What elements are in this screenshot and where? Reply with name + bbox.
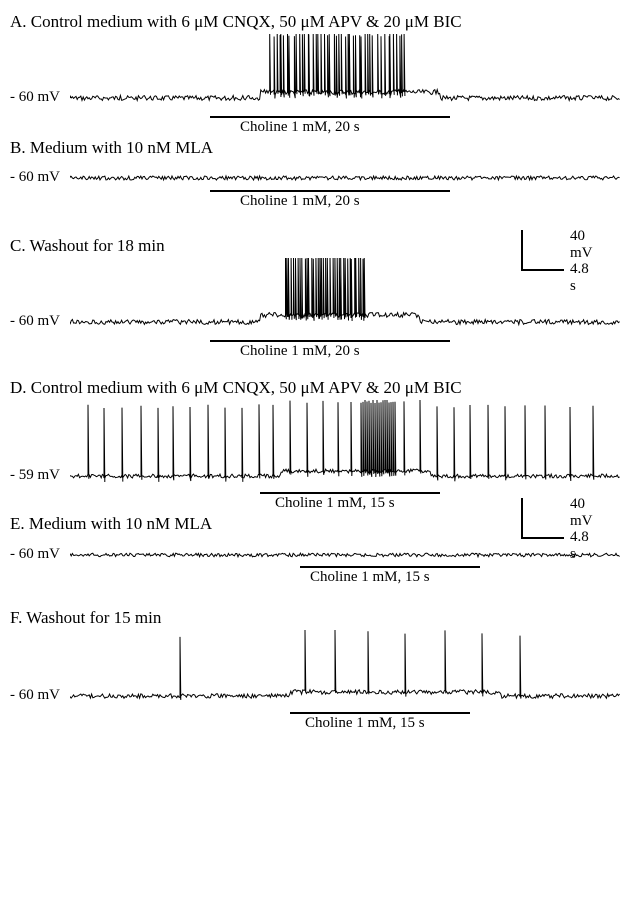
scale-voltage: 40 mV xyxy=(570,228,593,261)
panel-d-title: D. Control medium with 6 μM CNQX, 50 μM … xyxy=(10,378,632,398)
panel-f-stimbar xyxy=(290,712,470,714)
panel-e-stimbar xyxy=(300,566,480,568)
panel-d: D. Control medium with 6 μM CNQX, 50 μM … xyxy=(10,378,632,500)
scale-time: 4.8 s xyxy=(570,529,589,562)
panel-c-stimlabel: Choline 1 mM, 20 s xyxy=(240,343,360,360)
panel-c-stimbar xyxy=(210,340,450,342)
panel-d-baseline: - 59 mV xyxy=(10,467,60,484)
panel-a-stimbar xyxy=(210,116,450,118)
panel-f-baseline: - 60 mV xyxy=(10,687,60,704)
scale-time: 4.8 s xyxy=(570,261,589,294)
panel-a-stimlabel: Choline 1 mM, 20 s xyxy=(240,119,360,136)
panel-b-trace-row: - 60 mV Choline 1 mM, 20 s xyxy=(10,160,632,210)
panel-a-baseline: - 60 mV xyxy=(10,89,60,106)
panel-e-baseline: - 60 mV xyxy=(10,546,60,563)
panel-e-trace-row: - 60 mV Choline 1 mM, 15 s 40 mV4.8 s xyxy=(10,536,632,586)
panel-c: C. Washout for 18 min - 60 mV Choline 1 … xyxy=(10,236,632,348)
panel-b-baseline: - 60 mV xyxy=(10,169,60,186)
panel-d-stimbar xyxy=(260,492,440,494)
panel-f-stimlabel: Choline 1 mM, 15 s xyxy=(305,715,425,732)
panel-b-trace xyxy=(70,160,620,188)
panel-c-trace-row: - 60 mV Choline 1 mM, 20 s 40 mV4.8 s xyxy=(10,258,632,348)
panel-d-stimlabel: Choline 1 mM, 15 s xyxy=(275,495,395,512)
panel-e: E. Medium with 10 nM MLA - 60 mV Choline… xyxy=(10,514,632,586)
panel-f-title: F. Washout for 15 min xyxy=(10,608,632,628)
panel-f: F. Washout for 15 min - 60 mV Choline 1 … xyxy=(10,608,632,720)
panel-f-trace-row: - 60 mV Choline 1 mM, 15 s xyxy=(10,630,632,720)
panel-b-title: B. Medium with 10 nM MLA xyxy=(10,138,632,158)
panel-f-trace xyxy=(70,630,620,710)
panel-a-title: A. Control medium with 6 μM CNQX, 50 μM … xyxy=(10,12,632,32)
panel-b-stimbar xyxy=(210,190,450,192)
panel-a: A. Control medium with 6 μM CNQX, 50 μM … xyxy=(10,12,632,124)
panel-d-trace xyxy=(70,400,620,490)
panel-e-trace xyxy=(70,536,620,564)
panel-a-trace xyxy=(70,34,620,114)
panel-e-scale: 40 mV4.8 s xyxy=(520,496,566,540)
panel-a-trace-row: - 60 mV Choline 1 mM, 20 s xyxy=(10,34,632,124)
panel-b: B. Medium with 10 nM MLA - 60 mV Choline… xyxy=(10,138,632,210)
panel-e-stimlabel: Choline 1 mM, 15 s xyxy=(310,569,430,586)
panel-b-stimlabel: Choline 1 mM, 20 s xyxy=(240,193,360,210)
panel-d-trace-row: - 59 mV Choline 1 mM, 15 s xyxy=(10,400,632,500)
scale-voltage: 40 mV xyxy=(570,496,593,529)
panel-c-baseline: - 60 mV xyxy=(10,313,60,330)
panel-c-scale: 40 mV4.8 s xyxy=(520,228,566,272)
